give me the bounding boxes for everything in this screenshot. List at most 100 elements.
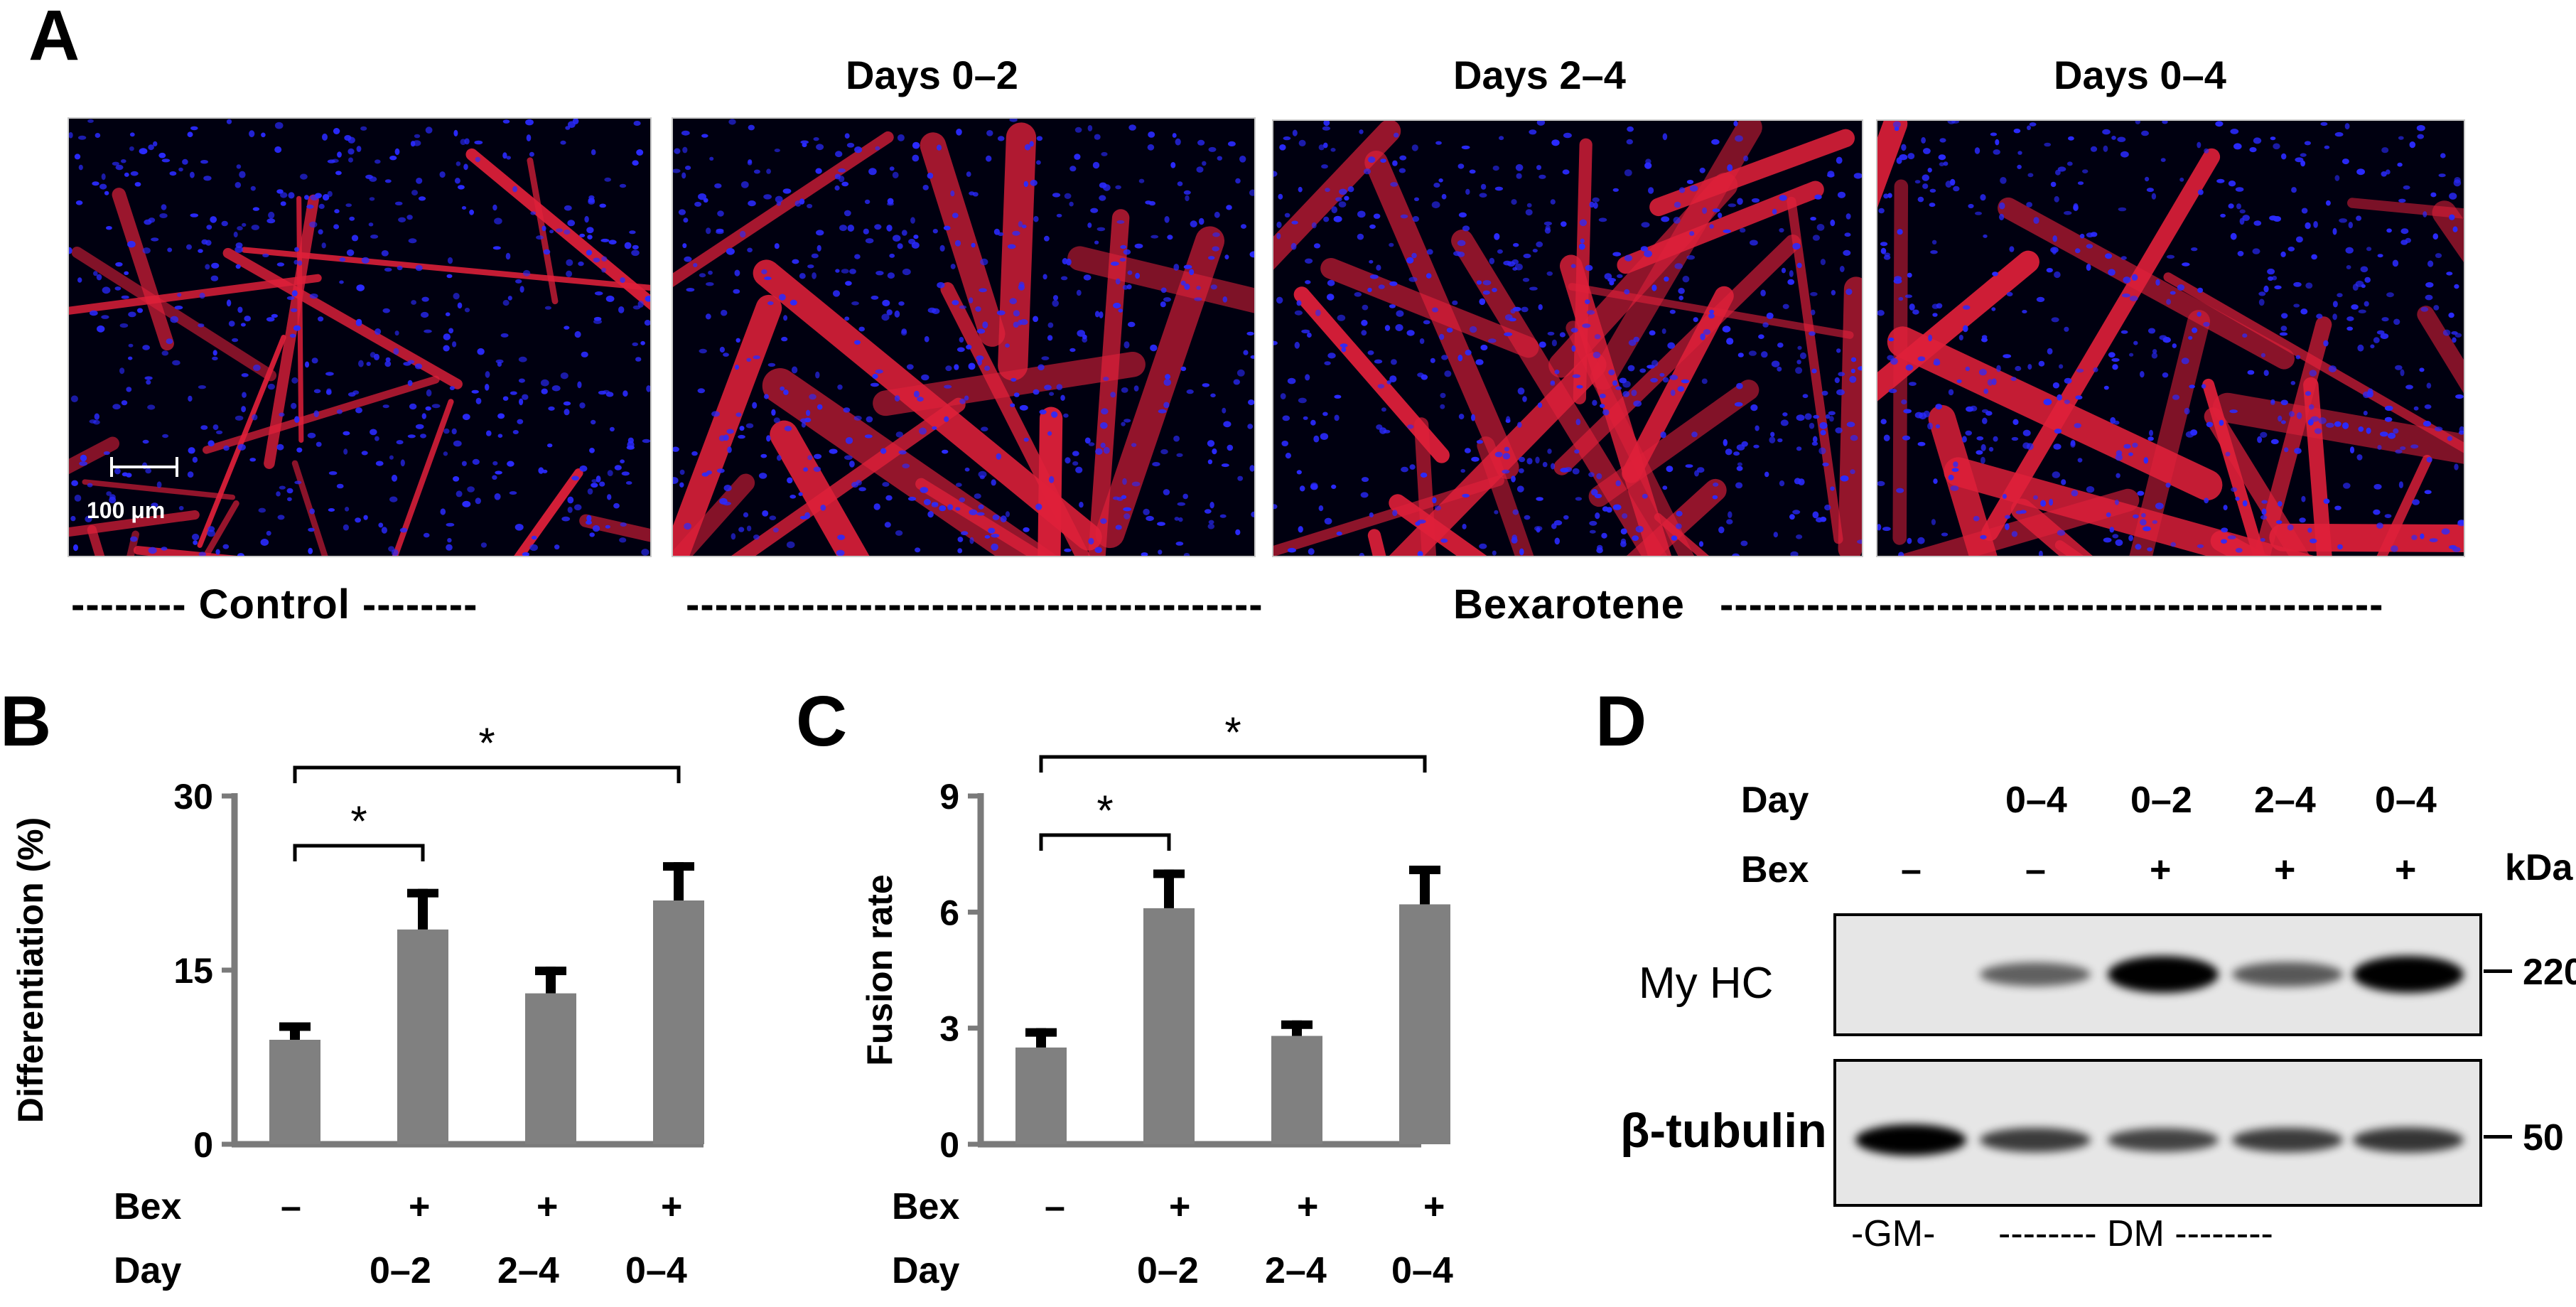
nucleus bbox=[2337, 293, 2343, 298]
nucleus bbox=[1044, 384, 1052, 390]
nucleus bbox=[2086, 486, 2095, 493]
nucleus bbox=[2290, 381, 2296, 385]
nucleus bbox=[1464, 448, 1471, 453]
nucleus bbox=[1976, 436, 1984, 441]
nucleus bbox=[321, 242, 326, 249]
nucleus bbox=[1901, 399, 1907, 404]
nucleus bbox=[1993, 149, 2000, 155]
nucleus bbox=[244, 316, 251, 322]
nucleus bbox=[2328, 365, 2337, 372]
nucleus bbox=[2280, 399, 2288, 406]
nucleus bbox=[1980, 194, 1986, 201]
nucleus bbox=[462, 414, 470, 421]
nucleus bbox=[1511, 475, 1516, 483]
nucleus bbox=[1432, 497, 1437, 504]
micrograph-days-0-4 bbox=[1876, 119, 2465, 557]
nucleus bbox=[746, 357, 751, 362]
nucleus bbox=[1975, 211, 1982, 215]
nucleus bbox=[801, 421, 806, 428]
nucleus bbox=[1088, 537, 1094, 545]
nucleus bbox=[212, 356, 218, 361]
nucleus bbox=[2351, 304, 2359, 310]
nucleus bbox=[600, 238, 610, 242]
nucleus bbox=[1185, 195, 1190, 202]
nucleus bbox=[2343, 483, 2351, 489]
nucleus bbox=[475, 497, 481, 505]
nucleus bbox=[1602, 409, 1610, 416]
nucleus bbox=[1233, 379, 1240, 385]
nucleus bbox=[2454, 463, 2459, 470]
nucleus bbox=[1311, 222, 1317, 229]
nucleus bbox=[485, 371, 490, 378]
nucleus bbox=[1359, 552, 1364, 556]
nucleus bbox=[106, 491, 112, 496]
nucleus bbox=[2376, 522, 2383, 529]
nucleus bbox=[1728, 511, 1732, 518]
nucleus bbox=[567, 496, 574, 504]
nucleus bbox=[593, 316, 602, 321]
nucleus bbox=[1850, 357, 1857, 362]
myotube bbox=[1565, 321, 1695, 556]
nucleus bbox=[1052, 295, 1059, 301]
nucleus bbox=[829, 448, 838, 454]
nucleus bbox=[740, 181, 749, 188]
nucleus bbox=[1321, 164, 1328, 169]
nucleus bbox=[614, 465, 622, 470]
nucleus bbox=[1247, 424, 1254, 429]
nucleus bbox=[2453, 179, 2462, 187]
nucleus bbox=[396, 440, 404, 445]
nucleus bbox=[318, 229, 323, 235]
nucleus bbox=[161, 547, 168, 551]
nucleus bbox=[226, 299, 232, 307]
nucleus bbox=[763, 194, 772, 200]
nucleus bbox=[276, 491, 281, 497]
nucleus bbox=[589, 448, 595, 453]
nucleus bbox=[541, 388, 548, 394]
nucleus bbox=[389, 156, 397, 161]
nucleus bbox=[1619, 377, 1627, 384]
nucleus bbox=[1141, 552, 1148, 556]
nucleus bbox=[2424, 404, 2432, 409]
nucleus bbox=[2346, 265, 2351, 269]
nucleus bbox=[1009, 119, 1018, 122]
nucleus bbox=[1883, 193, 1889, 199]
nucleus bbox=[2152, 349, 2157, 354]
nucleus bbox=[747, 247, 753, 253]
nucleus bbox=[93, 419, 100, 425]
nucleus bbox=[358, 360, 364, 367]
nucleus bbox=[463, 163, 468, 171]
nucleus bbox=[978, 504, 984, 510]
significance-bracket bbox=[1039, 833, 1171, 851]
nucleus bbox=[854, 254, 861, 259]
gm-label: -GM- bbox=[1851, 1213, 1936, 1254]
nucleus bbox=[1536, 497, 1543, 501]
nucleus bbox=[1538, 304, 1543, 311]
nucleus bbox=[1052, 193, 1061, 198]
nucleus bbox=[1909, 303, 1915, 311]
nucleus bbox=[1202, 161, 1207, 166]
nucleus bbox=[2141, 512, 2146, 518]
nucleus bbox=[1347, 186, 1354, 193]
nucleus bbox=[1394, 132, 1399, 138]
nucleus bbox=[1516, 173, 1522, 179]
myotube bbox=[1095, 226, 1225, 549]
nucleus bbox=[789, 495, 797, 499]
nucleus bbox=[2391, 545, 2398, 552]
nucleus bbox=[2342, 422, 2349, 429]
nucleus bbox=[1662, 377, 1669, 383]
nucleus bbox=[2300, 153, 2307, 157]
nucleus bbox=[1631, 389, 1637, 397]
nucleus bbox=[2438, 173, 2446, 178]
nucleus bbox=[803, 467, 808, 472]
nucleus bbox=[1021, 225, 1027, 229]
nucleus bbox=[2341, 158, 2349, 165]
nucleus bbox=[2017, 151, 2022, 155]
nucleus bbox=[694, 201, 702, 207]
nucleus bbox=[2433, 305, 2440, 311]
nucleus bbox=[849, 461, 855, 468]
nucleus bbox=[1771, 360, 1780, 367]
myhc-blot bbox=[1833, 913, 2482, 1036]
nucleus bbox=[1047, 431, 1052, 436]
nucleus bbox=[921, 374, 929, 381]
nucleus bbox=[2122, 293, 2130, 298]
